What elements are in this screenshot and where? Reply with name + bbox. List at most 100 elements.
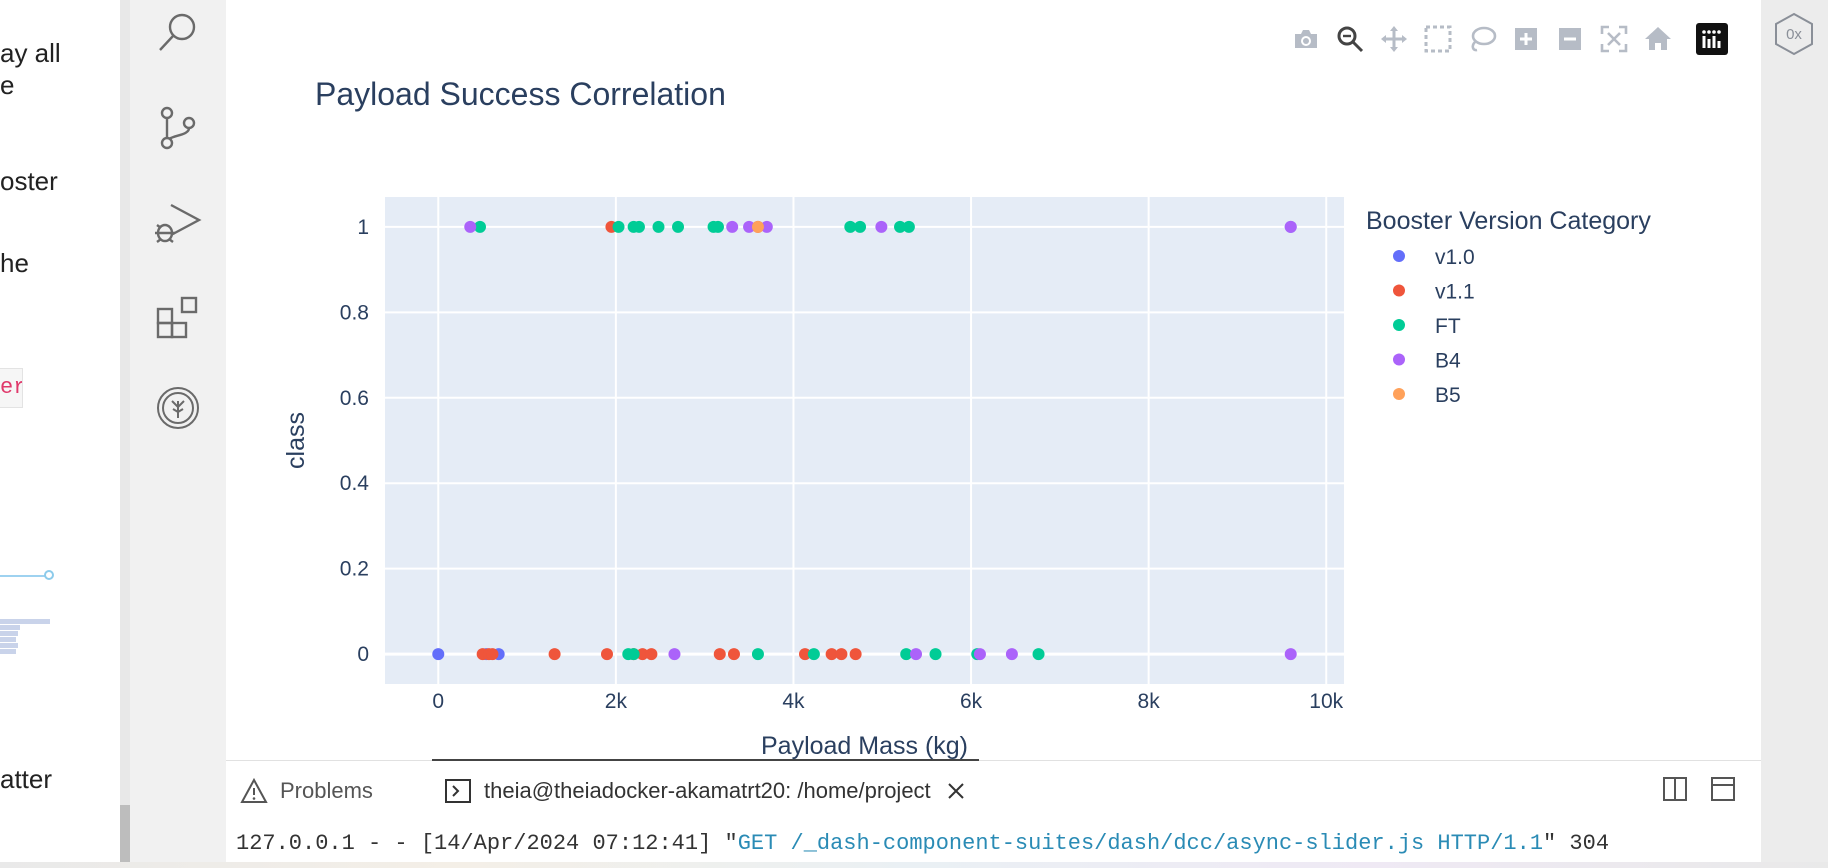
scatter-point	[900, 648, 913, 661]
legend-title: Booster Version Category	[1366, 207, 1651, 235]
scatter-point	[760, 220, 773, 233]
source-control-icon[interactable]	[150, 100, 206, 156]
scatter-point	[1032, 648, 1045, 661]
tab-problems-label: Problems	[280, 778, 373, 803]
x-tick-label: 0	[432, 690, 444, 713]
legend-entry: B5	[1435, 384, 1461, 407]
scatter-chart: 0 2k 4k 6k 8k 10k 0 0.2 0.4 0.6 0.8 1 Payload Mass (…	[282, 197, 1651, 760]
scatter-point	[645, 648, 658, 661]
left-scrollbar-thumb[interactable]	[120, 805, 130, 868]
x-axis-label: Payload Mass (kg)	[761, 732, 968, 760]
legend-marker	[1393, 388, 1405, 400]
tab-problems[interactable]: Problems	[240, 761, 373, 821]
scatter-point	[627, 648, 640, 661]
bottom-panel: Problems theia@theiadocker-akamatrt20: /…	[226, 759, 1761, 863]
legend-entry: B4	[1435, 350, 1461, 373]
extensions-icon[interactable]	[150, 290, 206, 346]
instruction-text-fragment: ay all	[0, 38, 61, 68]
chart-title: Payload Success Correlation	[315, 76, 726, 112]
autoscale-icon[interactable]	[1597, 22, 1631, 56]
close-icon[interactable]	[945, 780, 967, 802]
scatter-point	[743, 220, 756, 233]
scatter-point	[835, 648, 848, 661]
terminal-output-line: 127.0.0.1 - - [14/Apr/2024 07:12:41] "GE…	[236, 831, 1609, 856]
scatter-point	[727, 648, 740, 661]
instruction-text-fragment: oster	[0, 166, 58, 196]
activity-bar	[130, 0, 226, 868]
scatter-point	[894, 220, 907, 233]
scatter-point	[672, 220, 685, 233]
hexagon-badge-icon[interactable]: 0x	[1773, 12, 1815, 56]
reset-axes-icon[interactable]	[1641, 22, 1675, 56]
search-icon[interactable]	[150, 4, 206, 60]
legend-marker	[1393, 353, 1405, 366]
run-debug-icon[interactable]	[150, 196, 206, 252]
scatter-point	[432, 648, 445, 661]
dash-preview-pane: 0 2k 4k 6k 8k 10k 0 0.2 0.4 0.6 0.8 1 Payload Mass (…	[226, 0, 1761, 760]
legend-marker	[1393, 319, 1405, 331]
split-panel-icon[interactable]	[1661, 775, 1689, 803]
instructions-panel: ay all e oster he er atter	[0, 0, 120, 868]
camera-icon[interactable]	[1289, 22, 1323, 56]
x-tick-label: 8k	[1138, 690, 1161, 713]
scatter-point	[825, 648, 838, 661]
y-tick-label: 0	[357, 643, 369, 666]
y-tick-label: 0.4	[340, 472, 370, 495]
scatter-point	[600, 648, 613, 661]
legend-entry: v1.1	[1435, 281, 1475, 304]
left-panel-scrollbar[interactable]	[120, 0, 130, 868]
tab-terminal[interactable]: theia@theiadocker-akamatrt20: /home/proj…	[432, 759, 979, 821]
scatter-point	[854, 220, 867, 233]
instruction-text-fragment: he	[0, 248, 29, 278]
window-bottom-edge	[0, 862, 1828, 868]
legend-entry: FT	[1435, 315, 1461, 338]
slider-thumbnail-handle	[44, 570, 54, 580]
scatter-point	[636, 648, 649, 661]
skills-network-icon[interactable]	[150, 380, 206, 436]
instruction-text-fragment: e	[0, 70, 15, 100]
zoom-icon[interactable]	[1333, 22, 1367, 56]
instruction-text-fragment: atter	[0, 764, 53, 794]
scatter-point	[799, 648, 812, 661]
inline-code-fragment: er	[0, 368, 23, 408]
scatter-point	[474, 220, 487, 233]
warning-icon	[240, 777, 268, 803]
scatter-point	[973, 648, 986, 661]
plotly-logo-icon[interactable]	[1695, 22, 1729, 56]
legend-marker	[1393, 284, 1405, 297]
pan-icon[interactable]	[1377, 22, 1411, 56]
zoom-in-icon[interactable]	[1509, 22, 1543, 56]
scatter-point	[612, 220, 625, 233]
scatter-point	[1284, 220, 1297, 233]
scatter-point	[726, 220, 739, 233]
scatter-point	[668, 648, 681, 661]
x-tick-label: 10k	[1309, 690, 1343, 713]
legend-entry: v1.0	[1435, 246, 1475, 269]
lasso-select-icon[interactable]	[1465, 22, 1499, 56]
terminal-log-suffix: " 304	[1543, 831, 1610, 856]
y-tick-label: 0.6	[340, 387, 369, 410]
scatter-point	[548, 648, 561, 661]
scatter-point	[910, 648, 923, 661]
scatter-point	[849, 648, 862, 661]
y-tick-label: 0.8	[340, 301, 369, 324]
scatter-point	[711, 220, 724, 233]
scatter-point	[751, 648, 764, 661]
y-tick-label: 1	[357, 216, 369, 239]
tab-terminal-label: theia@theiadocker-akamatrt20: /home/proj…	[484, 778, 931, 803]
y-axis-label: class	[282, 412, 310, 469]
zoom-out-icon[interactable]	[1553, 22, 1587, 56]
x-tick-label: 4k	[782, 690, 805, 713]
maximize-panel-icon[interactable]	[1709, 775, 1737, 803]
scatter-point	[713, 648, 726, 661]
scatter-point	[1284, 648, 1297, 661]
slider-thumbnail-line	[0, 575, 52, 577]
scatter-point	[486, 648, 499, 661]
box-select-icon[interactable]	[1421, 22, 1455, 56]
panel-actions	[1661, 775, 1737, 803]
right-side-strip: 0x	[1761, 0, 1828, 868]
x-tick-label: 6k	[960, 690, 983, 713]
terminal-log-prefix: 127.0.0.1 - - [14/Apr/2024 07:12:41] "	[236, 831, 738, 856]
scatter-point	[652, 220, 665, 233]
terminal-icon	[445, 779, 471, 803]
